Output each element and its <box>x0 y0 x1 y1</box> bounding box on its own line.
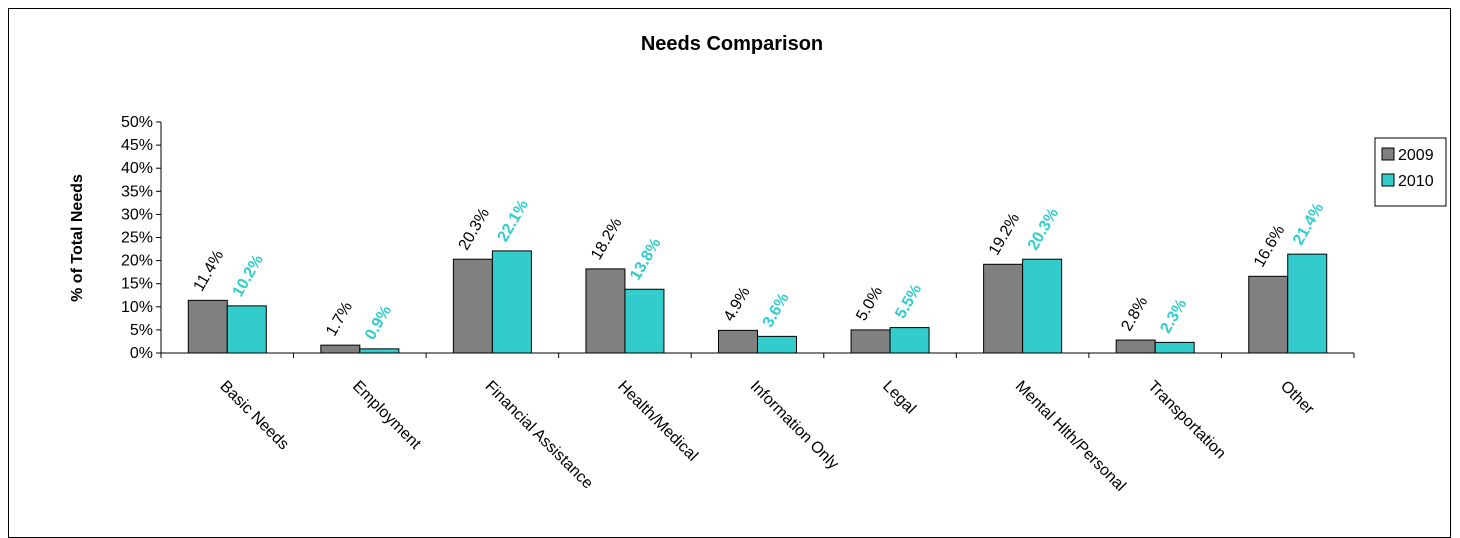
y-tick-label: 50% <box>121 114 153 131</box>
bar-2009 <box>585 268 626 354</box>
x-tick-label: Financial Assistance <box>482 378 597 493</box>
y-tick-label: 30% <box>121 206 153 223</box>
data-label-2009: 16.6% <box>1251 223 1288 271</box>
x-tick-label: Basic Needs <box>216 378 292 454</box>
data-label-2009: 1.7% <box>323 299 356 339</box>
bar-2009 <box>718 329 758 354</box>
data-label-2010: 0.9% <box>362 303 395 343</box>
legend-swatch-2009 <box>1381 147 1395 161</box>
x-tick-label: Transportation <box>1144 378 1229 463</box>
y-tick-label: 5% <box>130 322 153 339</box>
bar-2009 <box>452 258 493 354</box>
x-tick-label: Mental Hlth/Personal <box>1012 378 1129 495</box>
data-label-2010: 10.2% <box>230 252 267 300</box>
y-tick-label: 20% <box>121 253 153 270</box>
data-label-2010: 22.1% <box>495 197 532 245</box>
bar-2010 <box>757 335 797 354</box>
bar-2010 <box>1022 258 1063 354</box>
y-tick-label: 35% <box>121 183 153 200</box>
x-tick-label: Other <box>1277 378 1318 419</box>
y-axis-label: % of Total Needs <box>69 174 86 302</box>
y-tick-label: 15% <box>121 276 153 293</box>
x-tick-label: Health/Medical <box>614 378 701 465</box>
bar-2010 <box>889 327 930 354</box>
legend-label-2009: 2009 <box>1398 147 1434 164</box>
y-tick-label: 45% <box>121 137 153 154</box>
plot-area: 0% 5% 10% 15% 20% 25% 30% 35% 40% 45% 50% 11.4% 10.2… <box>121 114 1355 495</box>
data-label-2010: 20.3% <box>1025 205 1062 253</box>
bar-2009 <box>1115 339 1156 354</box>
bar-2010 <box>1154 341 1195 354</box>
data-label-2010: 3.6% <box>760 290 793 330</box>
y-tick-label: 25% <box>121 230 153 247</box>
data-label-2010: 5.5% <box>892 282 925 322</box>
y-tick-label: 0% <box>130 345 153 362</box>
chart-frame <box>8 8 1451 538</box>
data-label-2009: 19.2% <box>986 211 1023 259</box>
x-tick-label: Information Only <box>747 378 842 473</box>
data-label-2009: 20.3% <box>456 205 493 253</box>
data-label-2010: 2.3% <box>1157 296 1190 336</box>
data-label-2009: 4.9% <box>721 284 754 324</box>
bar-2009 <box>1248 275 1289 354</box>
bar-2009 <box>850 329 891 354</box>
x-tick-label: Legal <box>879 378 919 418</box>
y-tick-label: 40% <box>121 160 153 177</box>
data-label-2010: 21.4% <box>1290 200 1327 248</box>
data-label-2009: 5.0% <box>853 284 886 324</box>
x-tick-label: Employment <box>349 378 424 453</box>
bar-2010 <box>226 305 267 354</box>
data-label-2009: 18.2% <box>588 215 625 263</box>
legend: 2009 2010 <box>1374 137 1447 207</box>
legend-label-2010: 2010 <box>1398 173 1434 190</box>
data-label-2009: 2.8% <box>1118 294 1151 334</box>
bar-2010 <box>491 250 532 354</box>
bar-2010 <box>359 348 400 354</box>
bar-2009 <box>187 299 228 354</box>
bar-2009 <box>320 344 361 354</box>
bar-2010 <box>1287 253 1328 354</box>
chart-title: Needs Comparison <box>641 33 823 55</box>
bar-2009 <box>983 263 1024 354</box>
legend-swatch-2010 <box>1381 173 1395 187</box>
data-label-2010: 13.8% <box>627 235 664 283</box>
data-label-2009: 11.4% <box>191 248 228 295</box>
bar-2010 <box>624 288 665 354</box>
y-tick-label: 10% <box>121 299 153 316</box>
